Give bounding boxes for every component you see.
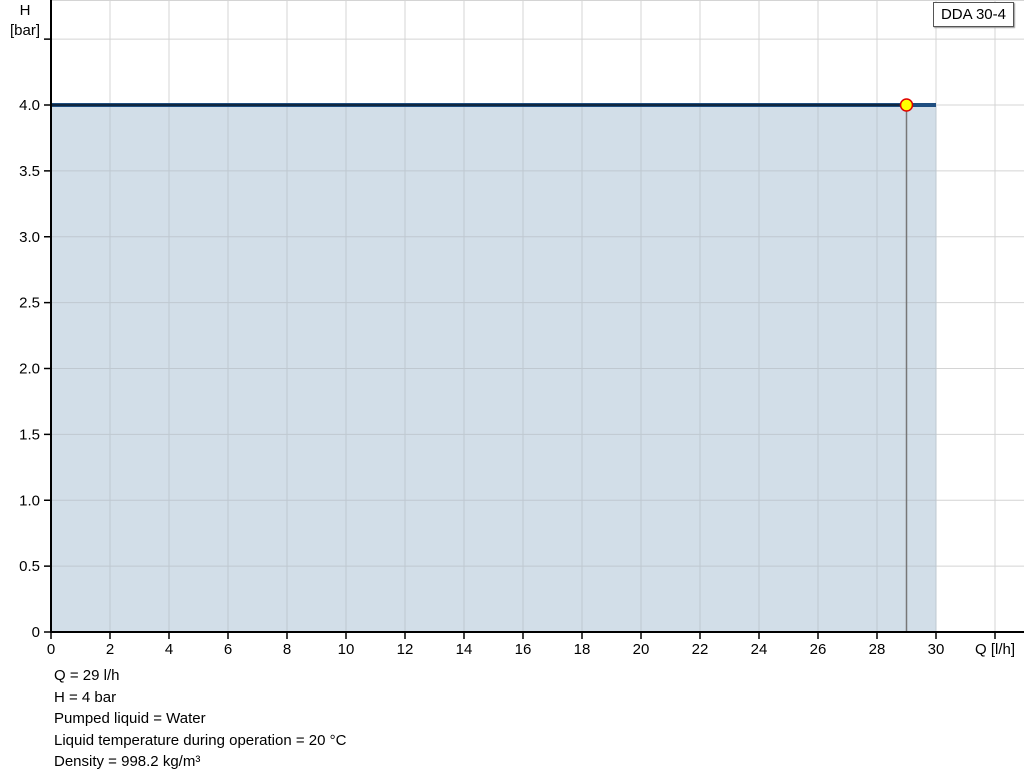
- info-head: H = 4 bar: [54, 688, 117, 706]
- x-tick-label: 26: [810, 641, 827, 658]
- x-tick-label: 10: [338, 641, 355, 658]
- y-axis-unit: [bar]: [10, 22, 40, 39]
- y-tick-label: 1.0: [19, 492, 40, 509]
- x-tick-label: 18: [574, 641, 591, 658]
- x-tick-label: 6: [224, 641, 232, 658]
- info-liquid: Pumped liquid = Water: [54, 710, 206, 727]
- y-tick-label: 0.5: [19, 558, 40, 575]
- operating-point: [899, 98, 914, 112]
- info-flow: Q = 29 l/h: [54, 667, 120, 684]
- y-tick-label: 1.5: [19, 426, 40, 443]
- y-tick-label: 0: [32, 624, 40, 641]
- x-tick-label: 12: [397, 641, 414, 658]
- x-tick-label: 0: [47, 641, 55, 658]
- info-temperature: Liquid temperature during operation = 20…: [54, 731, 347, 749]
- legend-series-label: DDA 30-4: [932, 2, 1014, 27]
- x-tick-label: 4: [165, 641, 173, 658]
- x-tick-label: 28: [869, 641, 886, 658]
- x-tick-label: 14: [456, 641, 473, 658]
- x-tick-label: 16: [515, 641, 532, 658]
- y-tick-label: 2.5: [19, 295, 40, 312]
- x-tick-label: 30: [928, 641, 945, 658]
- y-axis-label: H: [20, 2, 31, 19]
- y-tick-label: 3.5: [19, 163, 40, 180]
- x-tick-label: 8: [283, 641, 291, 658]
- x-tick-label: 24: [751, 641, 768, 658]
- y-tick-label: 4.0: [19, 97, 40, 114]
- y-tick-label: 2.0: [19, 361, 40, 378]
- y-tick-label: 3.0: [19, 229, 40, 246]
- operating-info: Q = 29 l/h H = 4 bar Pumped liquid = Wat…: [54, 665, 346, 773]
- info-density: Density = 998.2 kg/m³: [54, 753, 201, 770]
- x-tick-label: 2: [106, 641, 114, 658]
- x-axis-label: Q [l/h]: [975, 641, 1015, 658]
- x-tick-label: 22: [692, 641, 709, 658]
- x-tick-label: 20: [633, 641, 650, 658]
